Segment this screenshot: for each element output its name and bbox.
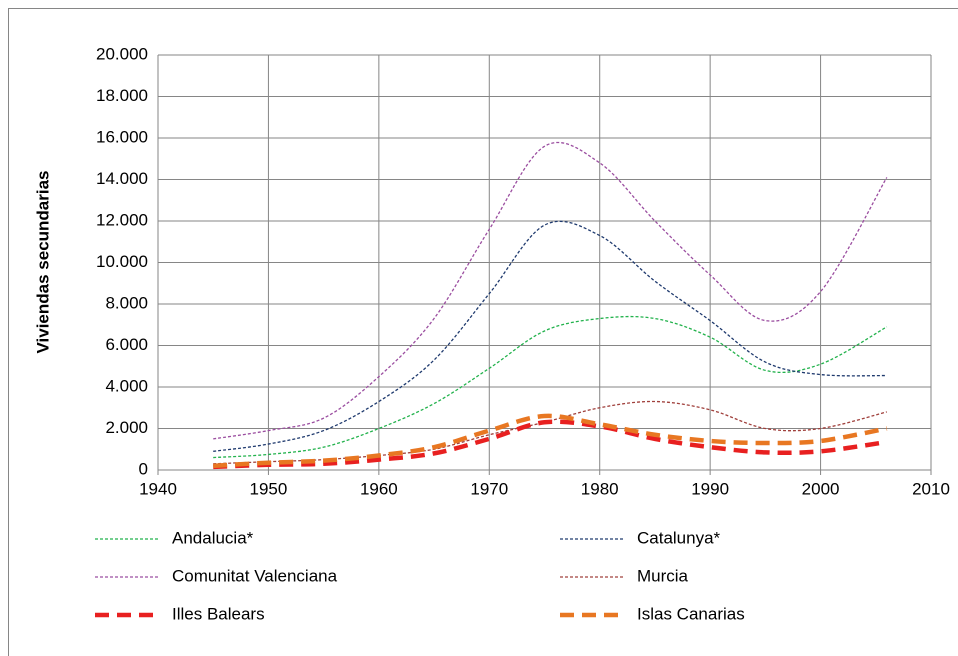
y-tick-label: 0 xyxy=(139,459,148,478)
y-tick-label: 6.000 xyxy=(105,335,148,354)
x-tick-label: 2000 xyxy=(802,479,840,498)
legend-label: Illes Balears xyxy=(172,604,265,623)
y-tick-label: 20.000 xyxy=(96,44,148,63)
legend-label: Comunitat Valenciana xyxy=(172,566,338,585)
y-tick-label: 4.000 xyxy=(105,376,148,395)
legend-label: Catalunya* xyxy=(637,528,721,547)
series-line xyxy=(213,413,888,469)
series-line xyxy=(213,315,888,459)
x-tick-label: 1980 xyxy=(581,479,619,498)
y-tick-label: 14.000 xyxy=(96,169,148,188)
series-line xyxy=(213,141,888,440)
x-tick-label: 1990 xyxy=(691,479,729,498)
series-line xyxy=(213,220,887,452)
x-tick-label: 1940 xyxy=(139,479,177,498)
y-axis-label: Viviendas secundarias xyxy=(33,170,52,353)
legend-label: Murcia xyxy=(637,566,689,585)
x-tick-label: 1960 xyxy=(360,479,398,498)
series-line xyxy=(213,419,888,470)
x-tick-label: 1950 xyxy=(250,479,288,498)
y-tick-label: 10.000 xyxy=(96,252,148,271)
y-tick-label: 16.000 xyxy=(96,127,148,146)
legend-label: Andalucia* xyxy=(172,528,254,547)
y-tick-label: 12.000 xyxy=(96,210,148,229)
x-tick-label: 2010 xyxy=(912,479,950,498)
x-tick-label: 1970 xyxy=(470,479,508,498)
y-tick-label: 2.000 xyxy=(105,418,148,437)
chart-frame xyxy=(8,8,958,656)
y-tick-label: 18.000 xyxy=(96,86,148,105)
legend-label: Islas Canarias xyxy=(637,604,745,623)
y-tick-label: 8.000 xyxy=(105,293,148,312)
